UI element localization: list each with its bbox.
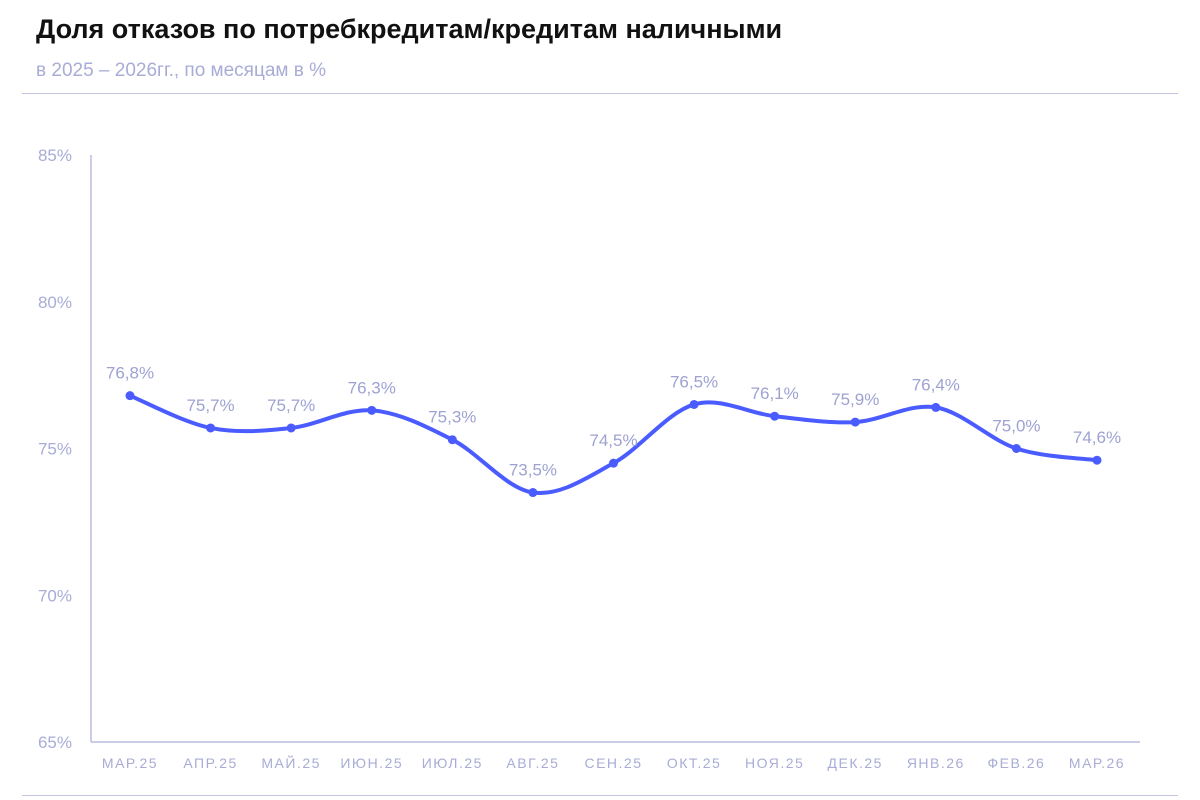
x-tick-label: МАР.25 — [102, 755, 158, 771]
data-point — [447, 435, 457, 445]
data-point — [206, 423, 216, 433]
data-label: 75,7% — [267, 396, 315, 415]
data-point — [609, 458, 618, 468]
data-label: 75,0% — [992, 417, 1040, 436]
x-tick-label: АПР.25 — [183, 755, 237, 771]
data-label: 73,5% — [509, 461, 557, 480]
y-tick-label: 80% — [38, 293, 72, 312]
data-point — [286, 423, 296, 433]
data-point — [931, 402, 941, 412]
data-point — [125, 391, 135, 401]
data-label: 76,1% — [751, 384, 799, 403]
x-tick-label: МАР.26 — [1069, 755, 1125, 771]
data-label: 76,3% — [348, 378, 396, 397]
bottom-divider — [22, 795, 1178, 796]
x-tick-label: МАЙ.25 — [261, 754, 321, 771]
x-tick-label: ИЮН.25 — [340, 755, 403, 771]
y-tick-label: 75% — [38, 440, 72, 459]
data-label: 75,7% — [186, 396, 234, 415]
chart-title: Доля отказов по потребкредитам/кредитам … — [36, 14, 783, 44]
data-label: 75,9% — [831, 390, 879, 409]
x-tick-label: ДЕК.25 — [828, 755, 883, 771]
x-tick-label: ФЕВ.26 — [988, 755, 1046, 771]
top-divider — [22, 93, 1178, 94]
x-tick-label: ИЮЛ.25 — [422, 755, 483, 771]
x-tick-label: АВГ.25 — [506, 755, 559, 771]
data-point — [770, 411, 780, 421]
x-tick-label: НОЯ.25 — [745, 755, 804, 771]
x-tick-label: ЯНВ.26 — [907, 755, 965, 771]
x-tick-label: ОКТ.25 — [667, 755, 722, 771]
data-label: 74,6% — [1073, 428, 1121, 447]
data-label: 75,3% — [428, 408, 476, 427]
data-label: 76,4% — [912, 375, 960, 394]
y-tick-label: 85% — [38, 146, 72, 165]
data-point — [528, 488, 538, 498]
data-point — [367, 405, 377, 415]
y-tick-label: 70% — [38, 586, 72, 605]
data-point — [850, 417, 860, 427]
x-tick-label: СЕН.25 — [584, 755, 642, 771]
y-tick-label: 65% — [38, 733, 72, 752]
data-point — [689, 399, 699, 409]
data-label: 74,5% — [589, 431, 637, 450]
data-label: 76,8% — [106, 364, 154, 383]
data-point — [1011, 444, 1021, 453]
data-label: 76,5% — [670, 372, 718, 391]
chart-subtitle: в 2025 – 2026гг., по месяцам в % — [36, 60, 327, 81]
data-point — [1092, 455, 1102, 465]
